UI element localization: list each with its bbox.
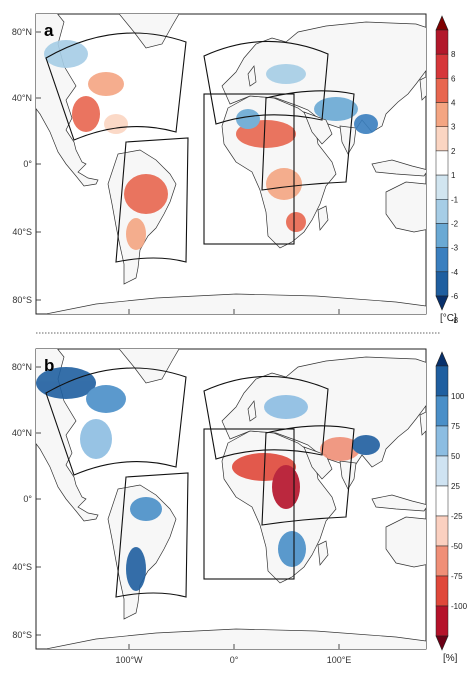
colorbar-label: 2 [451,147,456,156]
colorbar-swatch [435,455,449,487]
lat-label: 80°N [12,362,32,372]
lat-label: 0° [23,494,32,504]
colorbar-cap-top [435,15,449,31]
lon-label: 100°W [115,655,143,665]
colorbar-swatch [435,575,449,607]
lat-label: 80°S [12,295,32,305]
panel-a: a 80°N 40°N 0° 40°S 80°S [12,13,427,315]
lat-axis-a: 80°N 40°N 0° 40°S 80°S [12,27,41,305]
lat-label: 80°N [12,27,32,37]
colorbar-label: -6 [451,292,459,301]
colorbar-label: 8 [451,50,456,59]
colorbar-swatch [435,102,449,127]
domain-north-america-b [45,367,187,476]
colorbar-label: -25 [451,512,463,521]
colorbar-label: -3 [451,244,459,253]
lat-label: 80°S [12,630,32,640]
lon-label: 100°E [327,655,352,665]
lon-ticks-a [128,309,340,314]
colorbar-label: 4 [451,99,456,108]
lat-label: 40°S [12,227,32,237]
domain-north-america-a [45,32,187,141]
colorbar-label: 100 [451,392,465,401]
domain-south-america-b [115,472,189,598]
domain-boxes-b [45,367,355,598]
lat-label: 40°S [12,562,32,572]
colorbar-swatch [435,605,449,637]
colorbar-label: -2 [451,219,459,228]
domain-south-america-a [115,137,189,263]
panel-letter-a: a [44,21,54,40]
domain-europe-b [203,375,329,460]
colorbar-swatch [435,199,449,224]
colorbar-swatch [435,515,449,547]
colorbar-label: 3 [451,123,456,132]
domain-europe-a [203,40,329,125]
colorbar-swatch [435,271,449,297]
colorbar-cap-top [435,351,449,367]
colorbar-unit-b: [%] [443,653,458,664]
colorbar-label: -100 [451,602,468,611]
lat-label: 40°N [12,93,32,103]
lat-axis-b: 80°N 40°N 0° 40°S 80°S [12,362,41,640]
colorbar-label: 75 [451,422,460,431]
colorbar-a: 8 6 4 3 2 1 -1 -2 -3 -4 -6 -8 [435,15,459,325]
colorbar-swatch [435,247,449,273]
lat-label: 0° [23,159,32,169]
colorbar-swatch [435,174,449,200]
colorbar-label: 6 [451,74,456,83]
colorbar-b: 100 75 50 25 -25 -50 -75 -100 [435,351,468,651]
colorbar-swatch [435,425,449,457]
anomaly-field-a [44,40,378,250]
colorbar-swatch [435,223,449,248]
domain-south-asia-b [261,425,355,526]
colorbar-label: 50 [451,452,460,461]
colorbar-cap-bottom [435,635,449,651]
colorbar-label: -4 [451,268,459,277]
colorbar-swatch [435,485,449,517]
colorbar-swatch [435,78,449,103]
domain-south-asia-a [261,90,355,191]
colorbar-swatch [435,545,449,577]
colorbar-swatch [435,365,449,397]
colorbar-swatch [435,150,449,176]
domain-boxes-a [45,32,355,263]
panel-b: b 80°N 40°N 0° 40°S 80°S 100°W 0° 100°E [12,348,427,665]
colorbar-unit-a: [°C] [440,313,457,324]
colorbar-swatch [435,395,449,427]
colorbar-swatch [435,29,449,55]
colorbar-swatch [435,53,449,79]
domain-africa-a [203,93,295,245]
colorbar-label: -50 [451,542,463,551]
domain-africa-b [203,428,295,580]
colorbar-label: 1 [451,171,456,180]
land-layer-a [36,14,426,314]
colorbar-label: -75 [451,572,463,581]
panel-letter-b: b [44,356,54,375]
colorbar-label: -1 [451,195,459,204]
lat-label: 40°N [12,428,32,438]
colorbar-label: -8 [451,316,459,325]
lon-label: 0° [230,655,239,665]
colorbar-label: 25 [451,482,460,491]
colorbar-swatch [435,126,449,152]
colorbar-cap-bottom [435,295,449,311]
lon-axis-b: 100°W 0° 100°E [115,644,351,665]
